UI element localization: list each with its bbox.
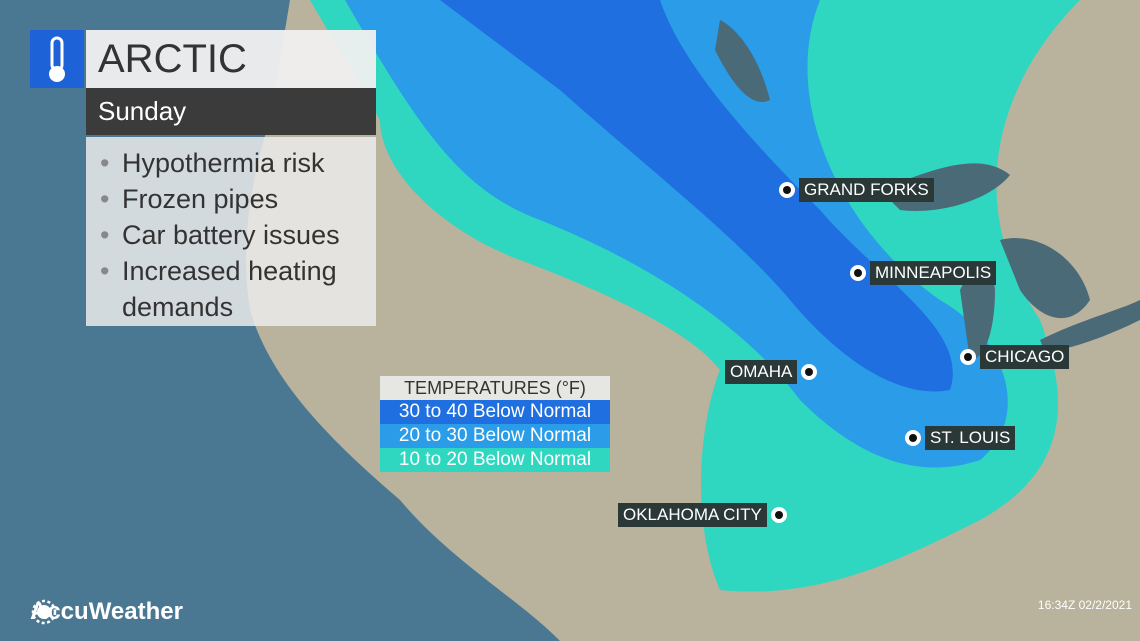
band-30-40 (440, 0, 953, 392)
thermometer (49, 36, 65, 82)
legend: TEMPERATURES (°F) 30 to 40 Below Normal 2… (380, 376, 610, 472)
bullet-list: Hypothermia riskFrozen pipesCar battery … (86, 137, 376, 326)
city-label: OKLAHOMA CITY (618, 503, 767, 527)
city-marker: GRAND FORKS (779, 178, 934, 202)
title: ARCTIC BLAST (86, 30, 376, 139)
city-dot (850, 265, 866, 281)
city-label: MINNEAPOLIS (870, 261, 997, 285)
city-dot (960, 349, 976, 365)
city-marker: ST. LOUIS (905, 426, 1016, 450)
legend-title: TEMPERATURES (°F) (380, 376, 610, 400)
timestamp: 16:34Z 02/2/2021 (1037, 598, 1132, 612)
bullet: Car battery issues (100, 217, 370, 253)
city-dot (770, 507, 787, 523)
city-marker: CHICAGO (960, 345, 1070, 369)
city-marker: MINNEAPOLIS (850, 261, 997, 285)
city-marker: OKLAHOMA CITY (618, 503, 787, 527)
legend-item: 10 to 20 Below Normal (380, 448, 610, 472)
city-marker: OMAHA (725, 360, 818, 384)
thermometer-icon (30, 30, 84, 88)
legend-item: 20 to 30 Below Normal (380, 424, 610, 448)
bullet: Frozen pipes (100, 181, 370, 217)
legend-item: 30 to 40 Below Normal (380, 400, 610, 424)
city-label: GRAND FORKS (799, 178, 934, 202)
bullet: Hypothermia risk (100, 145, 370, 181)
subtitle: Sunday (86, 88, 376, 135)
lake-michigan (960, 263, 995, 360)
brand: AccuWeather (30, 598, 183, 626)
sun-logo (31, 599, 57, 625)
city-label: CHICAGO (980, 345, 1070, 369)
bullet: Increased heating demands (100, 253, 370, 325)
city-label: OMAHA (725, 360, 798, 384)
city-dot (905, 430, 921, 446)
city-dot (801, 364, 818, 380)
city-dot (779, 182, 795, 198)
city-label: ST. LOUIS (925, 426, 1016, 450)
lake-erie (1040, 300, 1140, 352)
lake-huron (1000, 238, 1090, 319)
lake-winnipeg (715, 20, 770, 102)
